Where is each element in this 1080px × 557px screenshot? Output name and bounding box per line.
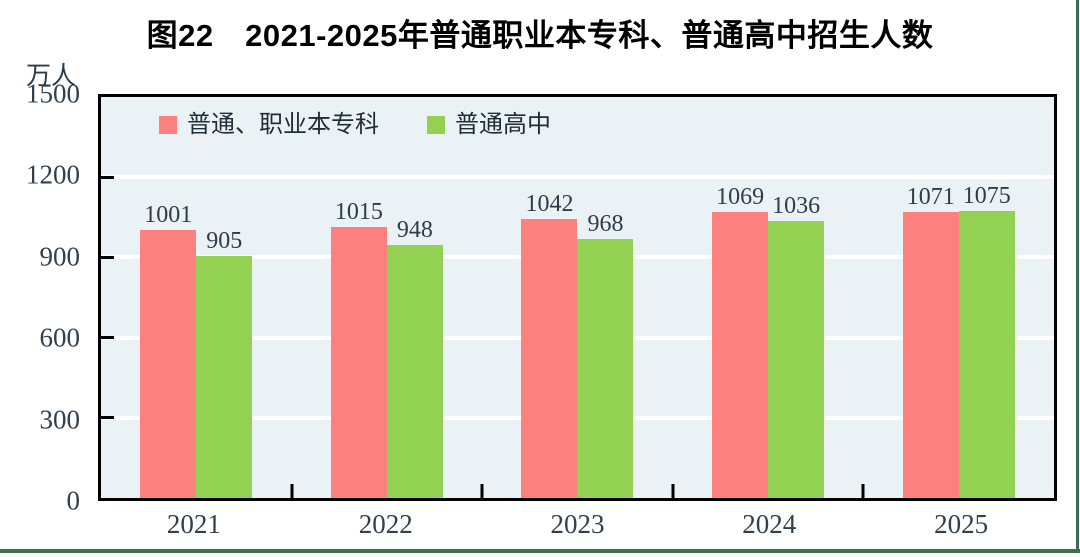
y-tick-mark (101, 336, 114, 340)
bar-group-2025: 1071 1075 (863, 97, 1054, 498)
y-tick-label: 0 (66, 485, 81, 516)
bar-value-label: 1075 (962, 182, 1011, 209)
bar-value-label: 1001 (144, 202, 193, 229)
y-tick-mark (101, 255, 114, 259)
x-axis-label: 2024 (742, 509, 797, 539)
chart-title: 图22 2021-2025年普通职业本专科、普通高中招生人数 (146, 18, 934, 53)
x-tick-mark (861, 484, 865, 498)
page-frame-bottom-border (0, 549, 1080, 553)
bar-2021-普通、职业本专科: 1001 (140, 203, 197, 498)
bar-2025-普通、职业本专科: 1071 (902, 185, 959, 498)
x-tick-mark (480, 484, 484, 498)
x-axis-label: 2023 (550, 509, 605, 539)
bar-2022-普通、职业本专科: 1015 (330, 200, 387, 498)
bar-group-2024: 1069 1036 (673, 97, 864, 498)
gridline (101, 175, 1054, 180)
y-tick-label: 600 (39, 322, 81, 353)
x-tick-mark (290, 484, 294, 498)
y-tick-label: 1200 (26, 159, 80, 190)
y-tick-mark (101, 175, 114, 179)
plot-area: 普通、职业本专科 普通高中 1001 905 1015 948 1042 968 1069 1… (98, 94, 1057, 501)
bar-2023-普通、职业本专科: 1042 (521, 192, 578, 498)
bar-2023-普通高中: 968 (577, 212, 634, 498)
legend: 普通、职业本专科 普通高中 (159, 113, 551, 137)
legend-swatch-series2 (427, 116, 445, 134)
x-tick-mark (671, 484, 675, 498)
bar-2022-普通高中: 948 (386, 218, 443, 498)
bar-2025-普通高中: 1075 (958, 184, 1015, 498)
y-tick-label: 900 (39, 241, 81, 272)
legend-label-series1: 普通、职业本专科 (187, 112, 379, 138)
y-axis-unit-label: 万人 (26, 63, 77, 90)
bar-group-2022: 1015 948 (292, 97, 483, 498)
bar-group-2021: 1001 905 (101, 97, 292, 498)
y-tick-mark (101, 416, 114, 420)
bar-value-label: 905 (206, 228, 243, 255)
bar-2024-普通、职业本专科: 1069 (712, 185, 769, 498)
y-axis-labels: 0 300 600 900 1200 1500 (0, 80, 81, 514)
bar-2021-普通高中: 905 (196, 229, 253, 498)
bar-group-2023: 1042 968 (482, 97, 673, 498)
bar-2024-普通高中: 1036 (768, 194, 825, 498)
x-axis-label: 2021 (166, 509, 221, 539)
x-axis-label: 2022 (358, 509, 413, 539)
page-frame-right-border (1076, 0, 1079, 552)
x-axis-labels: 2021 2022 2023 2024 2025 (98, 509, 1057, 546)
bar-value-label: 1042 (525, 191, 574, 218)
bar-value-label: 968 (587, 211, 624, 238)
y-tick-label: 300 (39, 404, 81, 435)
legend-label-series2: 普通高中 (455, 112, 551, 138)
bar-value-label: 1071 (906, 183, 955, 210)
bar-value-label: 1015 (334, 198, 383, 225)
bar-value-label: 1036 (772, 193, 821, 220)
legend-swatch-series1 (159, 116, 177, 134)
x-axis-label: 2025 (934, 509, 989, 539)
y-tick-label: 1500 (26, 78, 80, 109)
bar-value-label: 1069 (716, 184, 765, 211)
bar-value-label: 948 (396, 216, 433, 243)
